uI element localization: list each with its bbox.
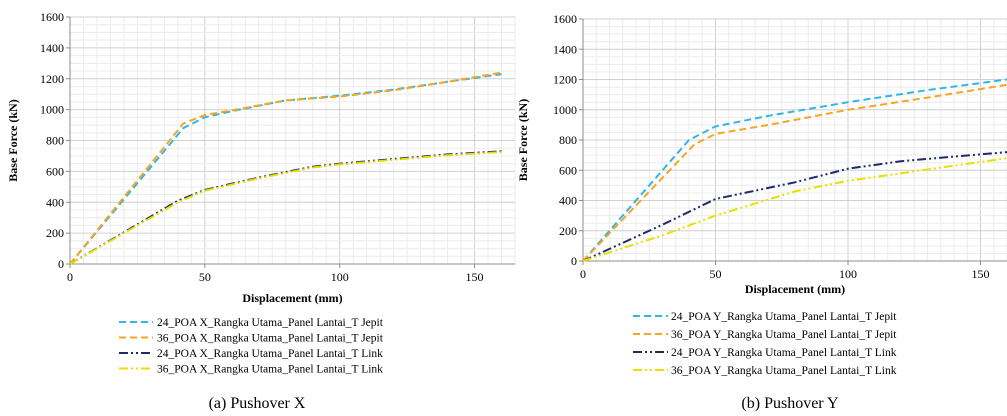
legend-label: 36_POA X_Rangka Utama_Panel Lantai_T Lin… xyxy=(157,364,383,376)
y-tick-label: 800 xyxy=(46,134,64,148)
x-tick-label: 100 xyxy=(331,270,349,284)
y-tick-label: 1200 xyxy=(40,72,64,86)
x-tick-label: 0 xyxy=(67,270,73,284)
legend-label: 24_POA X_Rangka Utama_Panel Lantai_T Lin… xyxy=(157,348,383,360)
y-axis-title: Base Force (kN) xyxy=(6,99,20,181)
y-tick-label: 0 xyxy=(58,257,64,271)
figure-caption: (b) Pushover Y xyxy=(741,395,839,412)
y-tick-label: 600 xyxy=(559,163,577,177)
legend-label: 36_POA Y_Rangka Utama_Panel Lantai_T Jep… xyxy=(671,329,897,341)
series-line-1 xyxy=(582,78,1007,262)
series-line-4 xyxy=(582,157,1007,262)
y-tick-label: 1000 xyxy=(553,103,577,117)
legend-label: 24_POA Y_Rangka Utama_Panel Lantai_T Jep… xyxy=(671,311,897,323)
y-axis-title: Base Force (kN) xyxy=(516,99,530,181)
x-axis-title: Displacement (mm) xyxy=(745,282,845,296)
legend-label: 24_POA Y_Rangka Utama_Panel Lantai_T Lin… xyxy=(671,347,897,359)
x-tick-label: 100 xyxy=(839,267,857,281)
series-line-3 xyxy=(582,151,1007,262)
series-line-2 xyxy=(582,83,1007,262)
chart-b: 0 200 400 600 800 1000 1200 1400 1600 0 50 100 150 Di… xyxy=(516,12,1007,412)
legend-label: 36_POA X_Rangka Utama_Panel Lantai_T Jep… xyxy=(157,333,384,345)
y-tick-label: 1200 xyxy=(553,73,577,87)
x-tick-label: 0 xyxy=(580,267,586,281)
legend-label: 24_POA X_Rangka Utama_Panel Lantai_T Jep… xyxy=(157,317,384,329)
y-tick-label: 800 xyxy=(559,133,577,147)
x-axis-title: Displacement (mm) xyxy=(242,291,342,305)
legend: 24_POA Y_Rangka Utama_Panel Lantai_T Jep… xyxy=(633,311,897,377)
series-line-4 xyxy=(69,151,502,265)
y-tick-label: 600 xyxy=(46,164,64,178)
x-tick-label: 150 xyxy=(466,270,484,284)
y-tick-label: 200 xyxy=(559,224,577,238)
figure-caption: (a) Pushover X xyxy=(209,395,306,412)
y-tick-label: 400 xyxy=(46,195,64,209)
y-tick-label: 0 xyxy=(571,254,577,268)
y-tick-label: 200 xyxy=(46,226,64,240)
series-line-2 xyxy=(69,71,502,265)
y-tick-label: 400 xyxy=(559,194,577,208)
legend-label: 36_POA Y_Rangka Utama_Panel Lantai_T Lin… xyxy=(671,365,897,377)
x-tick-label: 50 xyxy=(199,270,211,284)
x-tick-label: 150 xyxy=(972,267,990,281)
y-tick-label: 1600 xyxy=(40,10,64,24)
y-tick-label: 1400 xyxy=(40,41,64,55)
y-tick-label: 1000 xyxy=(40,103,64,117)
chart-a: 0 200 400 600 800 1000 1200 1400 1600 0 50 100 150 Di… xyxy=(6,10,516,412)
y-tick-label: 1400 xyxy=(553,42,577,56)
legend: 24_POA X_Rangka Utama_Panel Lantai_T Jep… xyxy=(119,317,384,376)
y-tick-label: 1600 xyxy=(553,12,577,26)
x-tick-label: 50 xyxy=(710,267,722,281)
